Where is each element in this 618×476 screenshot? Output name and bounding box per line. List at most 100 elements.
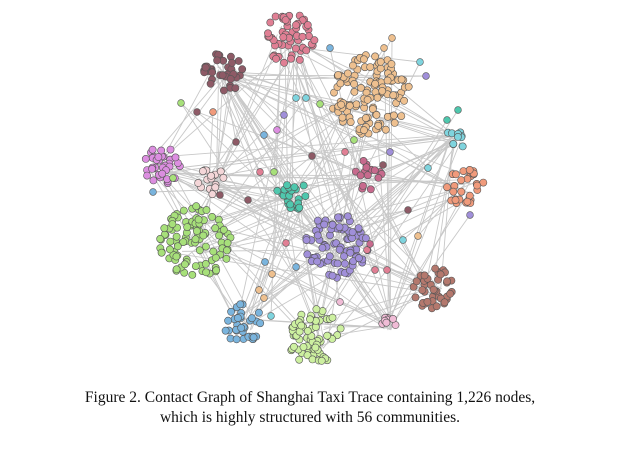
graph-edge [224,77,352,246]
graph-node [333,259,342,268]
graph-node [443,116,451,124]
graph-node [397,75,406,84]
graph-node [202,268,210,277]
graph-node [287,54,295,63]
graph-edge [165,159,252,316]
graph-node [173,242,182,251]
graph-node [341,148,349,156]
graph-node [423,297,432,306]
graph-node [232,335,241,344]
graph-node [247,314,256,323]
graph-edge [151,173,315,346]
graph-node [443,183,451,192]
graph-node [397,112,406,120]
graph-node [374,121,383,130]
graph-node [207,171,215,180]
graph-node [400,96,408,105]
figure-caption: Figure 2. Contact Graph of Shanghai Taxi… [60,388,560,428]
graph-node [179,206,188,215]
graph-node [254,308,263,317]
graph-node [374,173,383,182]
graph-node [302,94,310,102]
graph-edge [199,81,235,256]
graph-node [451,196,460,204]
graph-node [268,270,276,278]
graph-node [168,220,177,228]
graph-node [389,111,398,120]
graph-node [266,18,275,27]
graph-node [290,183,299,191]
graph-node [372,111,381,119]
graph-edge [209,111,214,175]
graph-node [418,286,427,294]
graph-node [149,188,157,196]
graph-node [299,343,308,351]
graph-node [297,321,306,330]
graph-node [466,211,474,219]
graph-node [311,343,320,352]
graph-node [292,94,300,102]
graph-node [387,60,396,68]
graph-node [381,125,390,134]
graph-node [337,100,346,109]
graph-node [336,324,345,333]
graph-node [223,239,232,247]
graph-node [303,326,312,335]
graph-node [198,167,207,176]
graph-node [422,72,430,80]
graph-node [350,88,359,96]
graph-node [346,118,355,126]
graph-node [256,168,264,176]
graph-node [388,34,396,42]
graph-node [368,105,377,113]
graph-node [340,252,348,261]
graph-node [180,260,189,269]
graph-edge [295,39,368,251]
graph-node [172,252,181,261]
graph-node [194,179,203,187]
graph-node [346,248,355,257]
graph-node [303,21,312,29]
graph-node [191,262,200,270]
graph-node [363,171,372,180]
graph-node [318,243,327,252]
graph-edge [180,102,327,324]
graph-node [218,71,227,80]
graph-node [457,187,466,196]
graph-node [192,202,201,211]
graph-edge [212,245,391,324]
graph-edge [284,28,289,194]
graph-node [404,206,412,214]
graph-node [326,44,334,52]
graph-node [459,167,468,175]
graph-node [141,154,150,163]
graph-edge [305,97,465,193]
graph-node [227,307,235,316]
graph-node [411,293,420,302]
graph-node [209,108,217,116]
graph-node [336,79,345,88]
graph-node [192,227,201,235]
graph-node [361,114,370,122]
graph-node [211,183,220,192]
graph-node [323,331,332,340]
graph-node [172,232,181,241]
graph-node [195,246,204,255]
graph-node [302,46,311,55]
graph-node [312,305,321,314]
graph-node [264,29,272,38]
graph-node [282,239,290,247]
graph-node [379,161,387,169]
graph-node [473,181,481,190]
graph-edge [182,38,301,239]
graph-node [157,146,166,155]
graph-node [249,333,258,342]
graph-node [219,86,228,95]
graph-node [373,93,382,102]
graph-node [183,223,192,231]
graph-node [256,319,265,328]
graph-edge [317,109,459,330]
graph-node [366,185,375,194]
graph-edge [386,141,461,328]
graph-edge [172,177,345,261]
